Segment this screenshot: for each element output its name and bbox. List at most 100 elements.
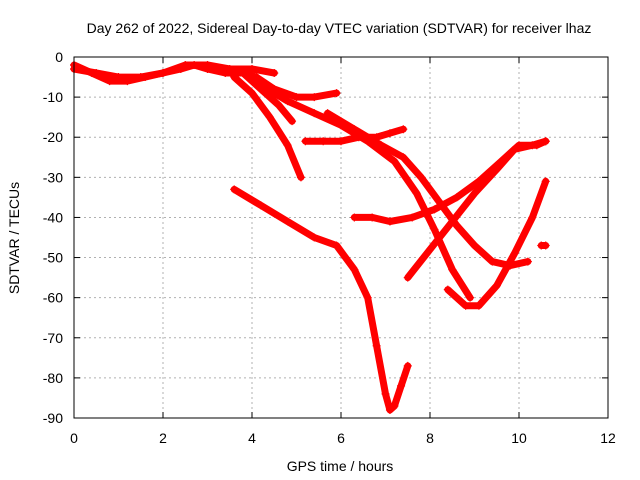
data-point xyxy=(350,213,359,222)
data-point xyxy=(474,301,483,310)
data-point xyxy=(203,61,212,70)
data-point xyxy=(426,245,434,254)
data-point xyxy=(417,173,426,182)
data-point xyxy=(470,241,479,250)
data-point xyxy=(270,69,279,78)
data-point xyxy=(403,273,412,282)
data-point xyxy=(372,341,381,350)
data-point xyxy=(541,177,550,186)
data-point xyxy=(136,73,145,82)
data-point xyxy=(337,137,345,146)
data-point xyxy=(523,257,532,266)
data-point xyxy=(541,241,550,250)
data-point xyxy=(310,109,319,118)
data-point xyxy=(332,241,341,250)
y-tick-labels: 0 -10 -20 -30 -40 -50 -60 -70 -80 -90 xyxy=(43,49,63,426)
data-point xyxy=(430,205,439,214)
data-point xyxy=(350,125,359,134)
series-arc-late-min xyxy=(443,177,550,310)
data-point xyxy=(399,153,408,162)
data-point xyxy=(114,73,123,82)
plot-area xyxy=(70,61,550,414)
data-point xyxy=(323,109,332,118)
y-tick-label: -70 xyxy=(43,330,63,346)
series-line xyxy=(70,61,278,81)
data-point xyxy=(466,293,475,302)
y-tick-label: -80 xyxy=(43,370,63,386)
data-point xyxy=(528,213,537,222)
series-line xyxy=(404,137,550,282)
data-point xyxy=(283,141,292,150)
data-point xyxy=(225,65,234,74)
y-tick-label: -90 xyxy=(43,410,63,426)
data-point xyxy=(443,285,452,294)
data-point xyxy=(92,69,101,78)
series-arc-to-5.9h xyxy=(252,73,341,102)
data-point xyxy=(288,117,297,126)
data-point xyxy=(448,217,457,226)
y-tick-label: -10 xyxy=(43,89,63,105)
x-tick-label: 8 xyxy=(426,430,434,446)
data-point xyxy=(492,281,501,290)
data-point xyxy=(292,93,301,102)
data-point xyxy=(408,213,417,222)
data-point xyxy=(403,361,412,370)
series-arc-rise-from-7.5h xyxy=(403,137,550,282)
series-arc-early-b xyxy=(70,61,279,82)
data-point xyxy=(265,113,274,122)
x-axis-label: GPS time / hours xyxy=(287,458,394,474)
data-point xyxy=(470,189,479,198)
grid xyxy=(74,57,608,418)
data-point xyxy=(256,81,265,90)
series-line xyxy=(257,81,474,302)
data-point xyxy=(385,129,394,138)
series-arc-descent-to-10h xyxy=(323,109,532,270)
data-point xyxy=(390,157,399,166)
data-point xyxy=(377,141,386,150)
y-tick-label: -40 xyxy=(43,209,63,225)
data-point xyxy=(363,293,372,302)
x-tick-label: 6 xyxy=(337,430,345,446)
data-point xyxy=(448,265,457,274)
data-point xyxy=(181,61,190,70)
y-tick-label: -20 xyxy=(43,129,63,145)
data-point xyxy=(412,189,421,198)
data-point xyxy=(381,389,390,398)
data-point xyxy=(492,165,501,174)
data-point xyxy=(283,217,292,226)
data-point xyxy=(159,69,167,78)
data-point xyxy=(252,73,261,82)
data-point xyxy=(368,213,377,222)
data-point xyxy=(283,97,292,106)
data-point xyxy=(256,201,265,210)
data-point xyxy=(430,225,439,234)
data-point xyxy=(310,93,319,102)
data-point xyxy=(452,221,461,230)
x-tick-labels: 0 2 4 6 8 10 12 xyxy=(70,430,616,446)
data-point xyxy=(274,101,283,110)
data-point xyxy=(488,257,497,266)
y-tick-label: -30 xyxy=(43,169,63,185)
x-tick-label: 12 xyxy=(600,430,616,446)
data-point xyxy=(248,65,256,74)
x-tick-label: 0 xyxy=(70,430,78,446)
series-line xyxy=(239,69,296,125)
data-point xyxy=(510,145,519,154)
data-point xyxy=(390,401,399,410)
data-point xyxy=(528,141,537,150)
data-point xyxy=(397,381,406,390)
data-point xyxy=(385,217,394,226)
data-point xyxy=(541,137,550,146)
y-tick-label: -60 xyxy=(43,290,63,306)
data-point xyxy=(230,185,239,194)
data-point xyxy=(332,89,341,98)
data-point xyxy=(461,301,470,310)
y-tick-label: -50 xyxy=(43,250,63,266)
data-point xyxy=(452,193,461,202)
data-point xyxy=(310,233,319,242)
series-arc-to-4.9h xyxy=(239,69,297,126)
series-arc-dip-5h xyxy=(230,73,305,182)
x-tick-label: 2 xyxy=(159,430,167,446)
data-point xyxy=(296,173,305,182)
